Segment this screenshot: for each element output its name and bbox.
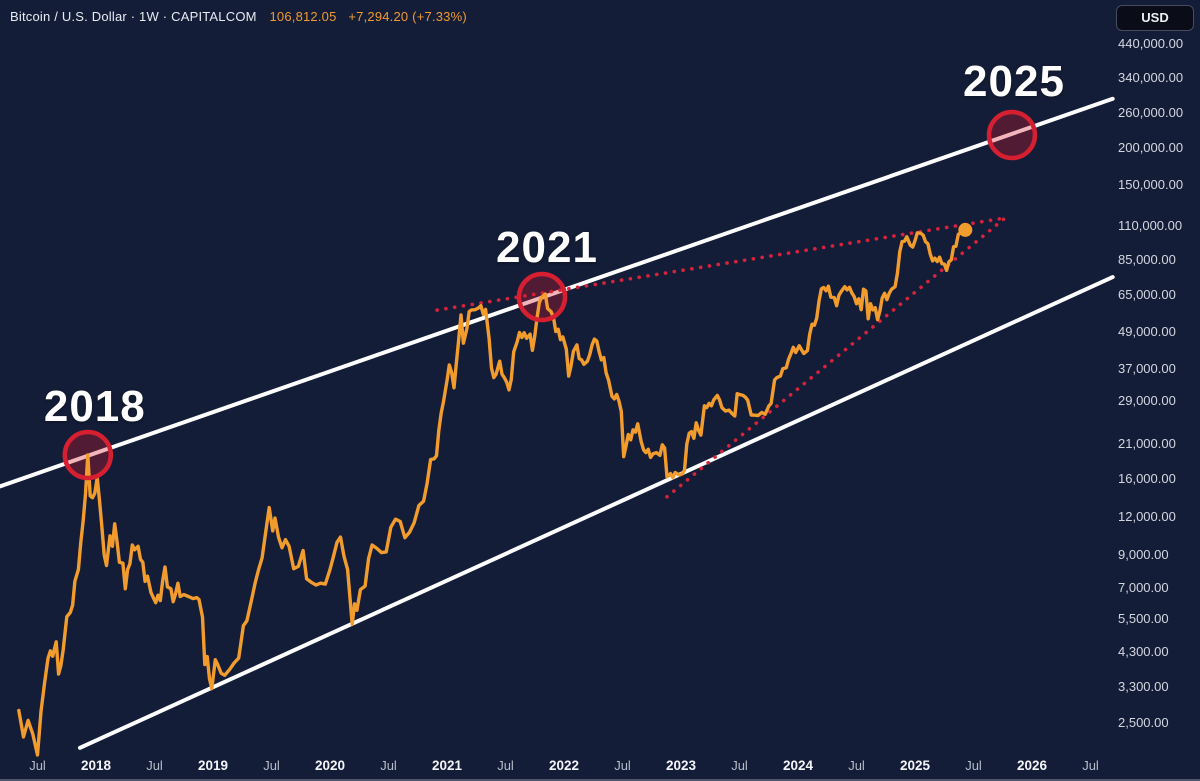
price-tick-label: 440,000.00 xyxy=(1118,36,1184,51)
price-tick-label: 2,500.00 xyxy=(1118,715,1169,731)
price-tick-label: 3,300.00 xyxy=(1118,678,1169,694)
price-tick-label: 21,000.00 xyxy=(1118,435,1176,451)
cycle-marker-circle-2018[interactable] xyxy=(62,429,114,481)
price-tick-label: 150,000.00 xyxy=(1118,177,1184,193)
price-tick-label: 37,000.00 xyxy=(1118,361,1176,377)
price-tick-label: 4,300.00 xyxy=(1118,643,1169,659)
price-tick-label: 49,000.00 xyxy=(1118,324,1176,340)
price-tick-label: 29,000.00 xyxy=(1118,393,1176,409)
time-tick-label: 2019 xyxy=(197,758,229,773)
time-tick-label: Jul xyxy=(263,758,280,773)
dotted-triangle-upper[interactable] xyxy=(435,216,1007,312)
time-tick-label: Jul xyxy=(848,758,865,773)
price-tick-label: 200,000.00 xyxy=(1118,139,1184,155)
currency-toggle-button[interactable]: USD xyxy=(1116,5,1194,31)
price-scale-axis[interactable]: 440,000.00 340,000.00 260,000.00 200,000.00… xyxy=(1112,0,1200,753)
price-tick-label: 12,000.00 xyxy=(1118,509,1176,525)
price-tick-label: 260,000.00 xyxy=(1118,105,1184,121)
price-tick-label: 9,000.00 xyxy=(1118,546,1169,562)
time-tick-label: Jul xyxy=(146,758,163,773)
cycle-marker-circle-2025[interactable] xyxy=(986,109,1038,161)
cycle-marker-circle-2021[interactable] xyxy=(516,271,568,323)
time-tick-label: 2023 xyxy=(665,758,697,773)
price-tick-label: 65,000.00 xyxy=(1118,287,1176,303)
last-point-dot xyxy=(958,222,973,237)
time-tick-label: Jul xyxy=(1082,758,1099,773)
time-tick-label: Jul xyxy=(497,758,514,773)
time-tick-label: 2026 xyxy=(1016,758,1048,773)
trendline-channel-upper[interactable] xyxy=(0,96,1115,491)
price-tick-label: 16,000.00 xyxy=(1118,471,1176,487)
cycle-marker-label-2025: 2025 xyxy=(963,57,1065,107)
time-tick-label: Jul xyxy=(380,758,397,773)
symbol-title[interactable]: Bitcoin / U.S. Dollar · 1W · CAPITALCOM xyxy=(10,9,257,24)
time-tick-label: 2020 xyxy=(314,758,346,773)
dotted-triangle-lower[interactable] xyxy=(665,216,1007,499)
trendline-channel-lower[interactable] xyxy=(77,275,1115,750)
price-line-series[interactable] xyxy=(17,225,967,757)
cycle-marker-fill-2025[interactable] xyxy=(988,112,1035,159)
time-tick-label: Jul xyxy=(614,758,631,773)
time-tick-label: 2025 xyxy=(899,758,931,773)
last-price: 106,812.05 xyxy=(269,9,337,24)
time-tick-label: 2024 xyxy=(782,758,814,773)
price-change: +7,294.20 (+7.33%) xyxy=(348,9,467,24)
time-tick-label: 2022 xyxy=(548,758,580,773)
price-tick-label: 340,000.00 xyxy=(1118,69,1184,85)
price-tick-label: 5,500.00 xyxy=(1118,611,1169,627)
time-tick-label: Jul xyxy=(965,758,982,773)
window-bottom-edge xyxy=(0,779,1200,781)
time-tick-label: Jul xyxy=(29,758,46,773)
time-tick-label: 2018 xyxy=(80,758,112,773)
cycle-marker-label-2018: 2018 xyxy=(43,381,146,431)
price-tick-label: 110,000.00 xyxy=(1118,218,1183,234)
price-tick-label: 85,000.00 xyxy=(1118,251,1176,267)
time-tick-label: Jul xyxy=(731,758,748,773)
cycle-marker-label-2021: 2021 xyxy=(496,222,598,272)
time-tick-label: 2021 xyxy=(431,758,463,773)
price-tick-label: 7,000.00 xyxy=(1118,579,1169,595)
symbol-info-bar: Bitcoin / U.S. Dollar · 1W · CAPITALCOM … xyxy=(10,9,467,24)
time-scale-axis[interactable]: Jul 2018 Jul 2019 Jul 2020 Jul 2021 Jul 2022 Jul 20… xyxy=(0,753,1200,779)
